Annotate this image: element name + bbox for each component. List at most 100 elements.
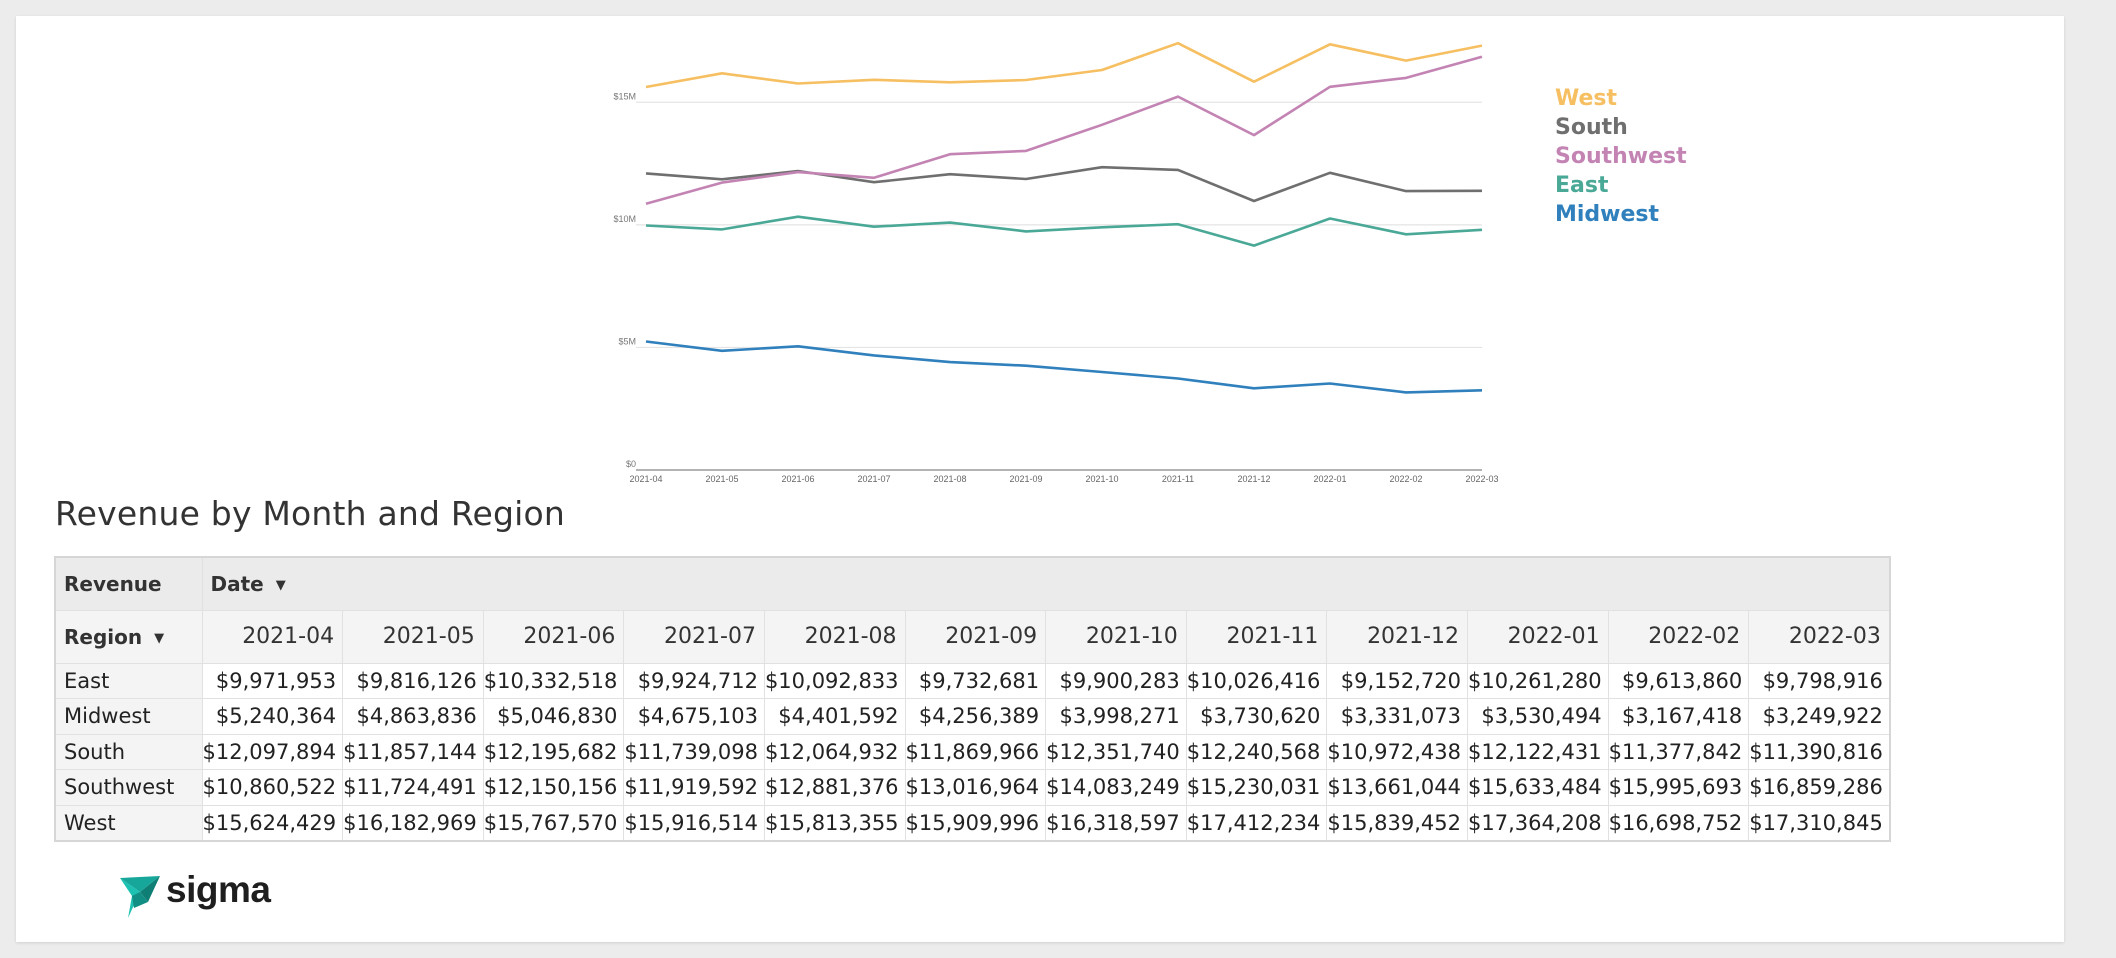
value-cell[interactable]: $9,732,681 [904, 662, 1047, 699]
column-header-2021-05[interactable]: 2021-05 [342, 609, 484, 664]
column-header-2021-04[interactable]: 2021-04 [201, 609, 344, 664]
legend-item-south: South [1555, 115, 1628, 140]
value-cell[interactable]: $12,351,740 [1045, 733, 1187, 770]
brand-name: sigma [166, 869, 271, 910]
value-cell[interactable]: $4,675,103 [623, 698, 765, 735]
value-cell[interactable]: $9,900,283 [1045, 662, 1187, 699]
value-cell[interactable]: $9,924,712 [623, 662, 765, 699]
value-cell[interactable]: $15,767,570 [482, 804, 625, 841]
value-cell[interactable]: $12,122,431 [1466, 733, 1609, 770]
region-cell[interactable]: East [54, 662, 203, 699]
table-row: Midwest $5,240,364 $4,863,836 $5,046,830 $4,… [54, 698, 1891, 735]
value-cell[interactable]: $12,064,932 [763, 733, 906, 770]
value-cell[interactable]: $12,150,156 [482, 769, 625, 806]
value-cell[interactable]: $17,412,234 [1185, 804, 1328, 841]
x-tick-label: 2021-08 [933, 474, 966, 484]
value-cell[interactable]: $16,698,752 [1607, 804, 1750, 841]
date-column-header[interactable]: Date ▼ [201, 556, 1891, 611]
column-header-2022-01[interactable]: 2022-01 [1466, 609, 1609, 664]
value-cell[interactable]: $4,863,836 [342, 698, 484, 735]
value-cell[interactable]: $9,971,953 [201, 662, 344, 699]
column-header-2022-02[interactable]: 2022-02 [1607, 609, 1750, 664]
value-cell[interactable]: $5,240,364 [201, 698, 344, 735]
value-cell[interactable]: $5,046,830 [482, 698, 625, 735]
date-label: Date [210, 571, 264, 596]
pivot-table: Revenue Date ▼ Region ▼ 2021-04 2021-05 2021… [54, 556, 1891, 842]
value-cell[interactable]: $10,026,416 [1185, 662, 1328, 699]
value-cell[interactable]: $10,860,522 [201, 769, 344, 806]
x-tick-label: 2021-07 [857, 474, 890, 484]
chevron-down-icon[interactable]: ▼ [275, 577, 286, 593]
value-cell[interactable]: $15,624,429 [201, 804, 344, 841]
value-cell[interactable]: $9,613,860 [1607, 662, 1750, 699]
value-cell[interactable]: $14,083,249 [1045, 769, 1187, 806]
value-cell[interactable]: $17,364,208 [1466, 804, 1609, 841]
series-line-east [645, 215, 1483, 247]
value-cell[interactable]: $11,739,098 [623, 733, 765, 770]
x-tick-label: 2021-12 [1237, 474, 1270, 484]
value-cell[interactable]: $12,881,376 [763, 769, 906, 806]
value-cell[interactable]: $3,249,922 [1748, 698, 1891, 735]
value-cell[interactable]: $15,909,996 [904, 804, 1047, 841]
value-cell[interactable]: $15,633,484 [1466, 769, 1609, 806]
value-cell[interactable]: $4,256,389 [904, 698, 1047, 735]
value-cell[interactable]: $11,869,966 [904, 733, 1047, 770]
value-cell[interactable]: $11,919,592 [623, 769, 765, 806]
value-cell[interactable]: $3,530,494 [1466, 698, 1609, 735]
value-cell[interactable]: $12,097,894 [201, 733, 344, 770]
x-tick-label: 2021-11 [1162, 474, 1194, 484]
column-header-2021-10[interactable]: 2021-10 [1045, 609, 1187, 664]
value-cell[interactable]: $10,972,438 [1326, 733, 1468, 770]
series-line-south [645, 165, 1483, 203]
revenue-line-chart: $0 $5M $10M $15M 2021-04 2021-05 2021-06 2021-0… [613, 41, 1687, 484]
value-cell[interactable]: $15,839,452 [1326, 804, 1468, 841]
y-tick-label: $10M [613, 214, 636, 224]
value-cell[interactable]: $10,092,833 [763, 662, 906, 699]
value-cell[interactable]: $4,401,592 [763, 698, 906, 735]
value-cell[interactable]: $3,167,418 [1607, 698, 1750, 735]
value-cell[interactable]: $9,816,126 [342, 662, 484, 699]
chevron-down-icon[interactable]: ▼ [154, 630, 165, 646]
region-cell[interactable]: South [54, 733, 203, 770]
value-cell[interactable]: $11,857,144 [342, 733, 484, 770]
value-cell[interactable]: $11,377,842 [1607, 733, 1750, 770]
value-cell[interactable]: $11,390,816 [1748, 733, 1891, 770]
region-cell[interactable]: Southwest [54, 769, 203, 806]
column-header-2022-03[interactable]: 2022-03 [1748, 609, 1891, 664]
value-cell[interactable]: $3,998,271 [1045, 698, 1187, 735]
value-cell[interactable]: $9,798,916 [1748, 662, 1891, 699]
table-row: South $12,097,894 $11,857,144 $12,195,682 $1… [54, 733, 1891, 770]
series-line-midwest [645, 340, 1483, 394]
column-header-2021-08[interactable]: 2021-08 [763, 609, 906, 664]
value-cell[interactable]: $3,730,620 [1185, 698, 1328, 735]
value-cell[interactable]: $13,661,044 [1326, 769, 1468, 806]
value-cell[interactable]: $10,261,280 [1466, 662, 1609, 699]
value-cell[interactable]: $12,195,682 [482, 733, 625, 770]
series-line-west [645, 41, 1483, 89]
value-cell[interactable]: $15,230,031 [1185, 769, 1328, 806]
value-cell[interactable]: $10,332,518 [482, 662, 625, 699]
column-header-2021-07[interactable]: 2021-07 [623, 609, 765, 664]
value-cell[interactable]: $12,240,568 [1185, 733, 1328, 770]
column-header-2021-12[interactable]: 2021-12 [1326, 609, 1468, 664]
value-cell[interactable]: $15,995,693 [1607, 769, 1750, 806]
region-column-header[interactable]: Region ▼ [54, 609, 203, 664]
value-cell[interactable]: $11,724,491 [342, 769, 484, 806]
value-cell[interactable]: $16,859,286 [1748, 769, 1891, 806]
legend-item-midwest: Midwest [1555, 202, 1660, 227]
table-row: West $15,624,429 $16,182,969 $15,767,570 $15… [54, 804, 1891, 841]
value-cell[interactable]: $13,016,964 [904, 769, 1047, 806]
column-header-2021-11[interactable]: 2021-11 [1185, 609, 1328, 664]
column-header-2021-06[interactable]: 2021-06 [482, 609, 625, 664]
value-cell[interactable]: $16,182,969 [342, 804, 484, 841]
value-cell[interactable]: $3,331,073 [1326, 698, 1468, 735]
region-cell[interactable]: West [54, 804, 203, 841]
region-cell[interactable]: Midwest [54, 698, 203, 735]
value-cell[interactable]: $15,916,514 [623, 804, 765, 841]
column-header-2021-09[interactable]: 2021-09 [904, 609, 1047, 664]
x-tick-label: 2021-10 [1085, 474, 1118, 484]
value-cell[interactable]: $15,813,355 [763, 804, 906, 841]
value-cell[interactable]: $9,152,720 [1326, 662, 1468, 699]
value-cell[interactable]: $17,310,845 [1748, 804, 1891, 841]
value-cell[interactable]: $16,318,597 [1045, 804, 1187, 841]
